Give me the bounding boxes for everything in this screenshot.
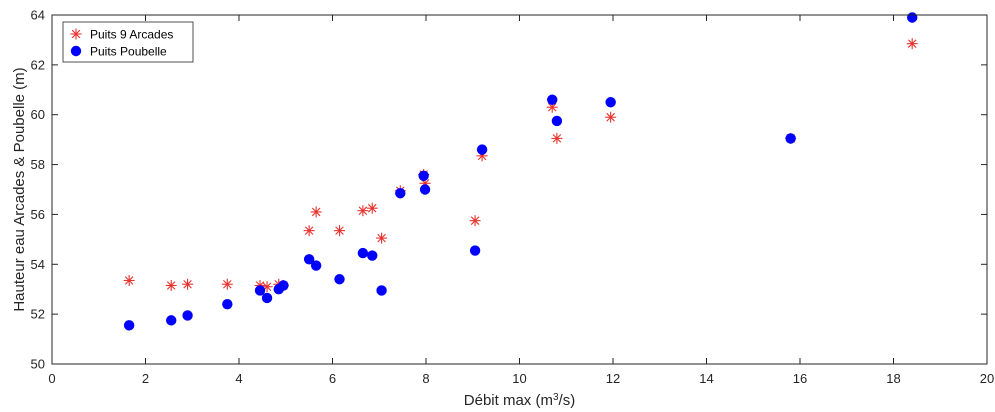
data-point-arcades bbox=[551, 132, 563, 144]
x-tick-label: 4 bbox=[235, 371, 242, 386]
plot-frame bbox=[51, 14, 988, 365]
legend: Puits 9 Arcades Puits Poubelle bbox=[62, 21, 194, 63]
data-point-poubelle bbox=[123, 320, 135, 331]
x-tick-label: 14 bbox=[699, 371, 713, 386]
data-point-arcades bbox=[303, 225, 315, 237]
data-point-arcades bbox=[165, 279, 177, 291]
data-point-poubelle bbox=[334, 274, 345, 285]
legend-label: Puits 9 Arcades bbox=[90, 28, 173, 42]
data-point-poubelle bbox=[278, 280, 289, 291]
data-point-arcades bbox=[376, 232, 388, 244]
legend-marker-poubelle bbox=[70, 45, 82, 57]
legend-entries: Puits 9 Arcades Puits Poubelle bbox=[70, 28, 173, 59]
data-point-poubelle bbox=[182, 310, 193, 321]
data-point-arcades bbox=[334, 225, 346, 237]
data-point-poubelle bbox=[357, 247, 369, 259]
data-point-arcades bbox=[221, 278, 233, 290]
data-point-poubelle bbox=[419, 184, 431, 195]
data-point-poubelle bbox=[605, 97, 616, 108]
y-tick-label: 52 bbox=[31, 307, 45, 322]
data-point-poubelle bbox=[376, 285, 387, 296]
data-point-poubelle bbox=[551, 115, 563, 127]
x-axis-label-suffix: /s) bbox=[559, 392, 576, 409]
data-point-arcades bbox=[182, 278, 194, 290]
x-tick-label: 10 bbox=[512, 371, 526, 386]
x-tick-label: 8 bbox=[422, 371, 429, 386]
data-point-arcades bbox=[906, 38, 918, 50]
data-point-poubelle bbox=[418, 170, 429, 181]
y-tick-label: 58 bbox=[31, 157, 45, 172]
y-tick-label: 62 bbox=[31, 57, 45, 72]
data-point-arcades bbox=[469, 215, 481, 227]
x-tick-label: 6 bbox=[329, 371, 336, 386]
x-axis-label-prefix: Débit max (m bbox=[464, 392, 553, 409]
x-tick-label: 0 bbox=[48, 371, 55, 386]
x-axis-label-sup: 3 bbox=[553, 392, 559, 403]
data-point-arcades bbox=[366, 202, 378, 214]
x-axis-ticks: 0 2 4 6 8 10 12 14 16 18 20 bbox=[48, 15, 994, 386]
x-tick-label: 18 bbox=[886, 371, 900, 386]
y-axis-label: Hauteur eau Arcades & Poubelle (m) bbox=[11, 67, 28, 311]
data-point-poubelle bbox=[367, 250, 378, 261]
data-point-poubelle bbox=[547, 94, 558, 105]
data-point-poubelle bbox=[261, 292, 273, 304]
data-point-arcades bbox=[605, 111, 617, 123]
legend-marker-arcades bbox=[70, 28, 82, 40]
data-point-poubelle bbox=[222, 298, 233, 310]
x-tick-label: 2 bbox=[142, 371, 149, 386]
y-tick-label: 54 bbox=[31, 257, 45, 272]
data-point-poubelle bbox=[254, 285, 266, 296]
y-tick-label: 60 bbox=[31, 107, 45, 122]
x-tick-label: 16 bbox=[793, 371, 807, 386]
data-point-poubelle bbox=[476, 144, 488, 155]
y-tick-label: 64 bbox=[31, 8, 45, 23]
y-axis-ticks: 50 52 54 56 58 60 62 64 bbox=[31, 8, 987, 372]
plot-marks bbox=[123, 12, 918, 331]
data-point-poubelle bbox=[907, 12, 918, 23]
y-tick-label: 56 bbox=[31, 207, 45, 222]
x-axis-label: Débit max (m3/s) bbox=[464, 392, 575, 410]
data-point-poubelle bbox=[785, 133, 796, 144]
data-point-poubelle bbox=[303, 254, 315, 265]
data-point-poubelle bbox=[166, 315, 177, 326]
legend-label: Puits Poubelle bbox=[90, 45, 167, 59]
data-point-arcades bbox=[123, 274, 135, 286]
legend-box bbox=[62, 21, 194, 63]
data-point-arcades bbox=[357, 205, 369, 217]
data-point-poubelle bbox=[395, 188, 406, 199]
series-0 bbox=[123, 38, 918, 293]
y-tick-label: 50 bbox=[31, 357, 45, 372]
data-point-arcades bbox=[310, 206, 322, 218]
x-tick-label: 20 bbox=[980, 371, 994, 386]
x-tick-label: 12 bbox=[606, 371, 620, 386]
data-point-poubelle bbox=[469, 245, 481, 256]
series-1 bbox=[123, 12, 918, 331]
data-point-poubelle bbox=[310, 260, 322, 271]
